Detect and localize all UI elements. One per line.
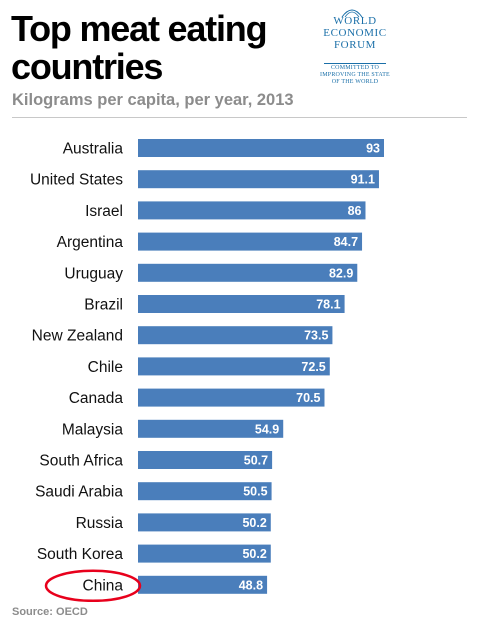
bar	[138, 419, 284, 438]
category-label: Canada	[69, 390, 124, 407]
value-label: 50.2	[242, 516, 266, 530]
category-label: Argentina	[57, 234, 124, 251]
category-label: Uruguay	[64, 265, 123, 282]
globe-arc-icon	[341, 9, 363, 18]
highlight-circle	[44, 569, 142, 603]
category-label: South Korea	[37, 546, 124, 563]
category-label: Malaysia	[62, 421, 124, 438]
value-label: 86	[348, 204, 362, 218]
value-label: 73.5	[304, 329, 328, 343]
logo-divider	[324, 63, 386, 64]
value-label: 84.7	[334, 235, 358, 249]
category-label: Saudi Arabia	[35, 484, 123, 501]
bar	[138, 544, 271, 563]
value-label: 72.5	[301, 360, 325, 374]
category-label: Brazil	[84, 297, 123, 314]
value-label: 93	[366, 142, 380, 156]
value-label: 54.9	[255, 422, 279, 436]
bar	[138, 451, 273, 469]
value-label: 50.5	[243, 485, 267, 499]
category-label: Chile	[88, 359, 123, 376]
bar	[138, 139, 384, 157]
category-label: China	[83, 577, 124, 594]
bar	[138, 575, 268, 594]
category-label: United States	[30, 172, 123, 189]
value-label: 70.5	[296, 391, 320, 405]
bar	[138, 357, 330, 376]
logo-org-name: WORLD ECONOMIC FORUM	[323, 15, 387, 51]
value-label: 50.7	[244, 454, 268, 468]
page-title: Top meat eating countries	[11, 8, 268, 87]
bar	[138, 482, 272, 501]
chart-subtitle: Kilograms per capita, per year, 2013	[12, 91, 294, 109]
value-label: 78.1	[316, 298, 340, 312]
bar	[138, 232, 363, 251]
category-label: South Africa	[39, 453, 123, 470]
bar	[138, 388, 325, 407]
bar	[138, 326, 333, 345]
bar	[138, 170, 379, 189]
category-label: Australia	[63, 141, 124, 158]
wef-logo: WORLD ECONOMIC FORUM COMMITTED TO IMPROV…	[318, 6, 392, 90]
bar	[138, 201, 366, 220]
header-divider	[12, 117, 467, 118]
bar	[138, 295, 345, 313]
category-label: Israel	[85, 203, 123, 220]
value-label: 48.8	[239, 578, 263, 592]
source-note: Source: OECD	[12, 606, 88, 618]
bar	[138, 263, 358, 282]
logo-tagline: COMMITTED TO IMPROVING THE STATE OF THE …	[320, 65, 390, 85]
value-label: 82.9	[329, 266, 353, 280]
value-label: 91.1	[351, 173, 375, 187]
bar	[138, 513, 271, 532]
category-label: New Zealand	[32, 328, 123, 345]
value-label: 50.2	[242, 547, 266, 561]
category-label: Russia	[76, 515, 124, 532]
